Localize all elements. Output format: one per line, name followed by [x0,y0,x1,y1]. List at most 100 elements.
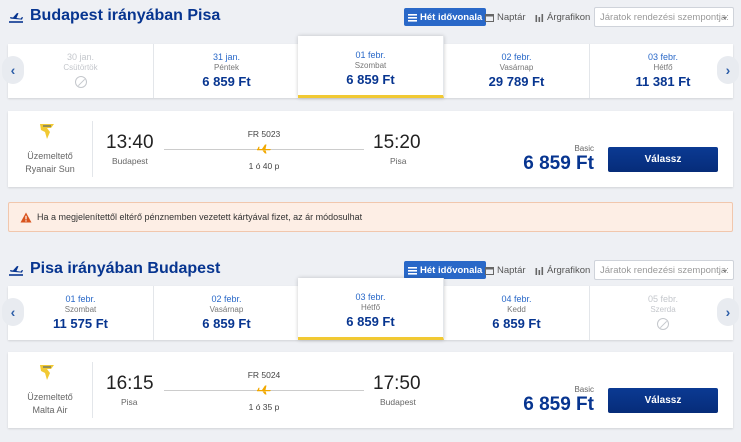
next-dates-button[interactable]: › [717,56,739,84]
warning-icon [20,212,32,223]
tab-label: Hét idővonala [420,11,483,23]
fare-type: Basic [574,144,594,153]
list-icon [408,266,417,275]
outbound-date-strip: ‹ 30 jan. Csütörtök 31 jan. Péntek 6 859… [2,36,739,98]
next-dates-button[interactable]: › [717,298,739,326]
date-cell[interactable]: 03 febr. Hétfő 11 381 Ft [590,44,736,98]
prev-dates-button[interactable]: ‹ [2,298,24,326]
fare-type: Basic [574,385,594,394]
departure-time: 16:15 [106,373,154,394]
sort-select[interactable]: Járatok rendezési szempontja: ⌄ [594,7,734,27]
departure-time: 13:40 [106,132,154,153]
date-cell[interactable]: 02 febr. Vasárnap 29 789 Ft [444,44,590,98]
malta-air-logo-icon [40,365,54,380]
plane-depart-icon [9,13,23,23]
date-price: 6 859 Ft [202,316,251,331]
date-label: 02 febr. [501,52,532,62]
section-title: Budapest irányában Pisa [30,7,221,24]
chevron-right-icon: › [725,62,731,78]
date-label: 01 febr. [65,294,96,304]
date-label: 01 febr. [355,50,386,60]
flight-number: FR 5023 [247,129,281,139]
select-flight-button[interactable]: Válassz [608,388,718,413]
no-flight-icon [74,76,87,88]
outbound-flight-card[interactable]: Üzemeltető Ryanair Sun 13:40 Budapest FR… [8,111,733,187]
tab-week-timeline[interactable]: Hét idővonala [404,8,487,26]
operator-label: Üzemeltető [27,151,73,161]
select-flight-button[interactable]: Válassz [608,147,718,172]
date-cell-selected[interactable]: 03 febr. Hétfő 6 859 Ft [298,278,444,340]
operator-label: Üzemeltető [27,392,73,402]
chevron-down-icon: ⌄ [720,264,729,275]
sort-placeholder: Járatok rendezési szempontja: [600,12,729,23]
date-price: 6 859 Ft [202,74,251,89]
bar-chart-icon [535,13,544,22]
tab-price-chart[interactable]: Árgrafikon [531,8,594,26]
date-cell[interactable]: 31 jan. Péntek 6 859 Ft [154,44,300,98]
tab-calendar[interactable]: Naptár [481,261,530,279]
weekday-label: Péntek [214,63,239,72]
date-cell[interactable]: 01 febr. Szombat 11 575 Ft [8,286,154,340]
arrival-city: Pisa [390,156,407,166]
bar-chart-icon [535,266,544,275]
date-price: 11 575 Ft [53,316,108,331]
divider [92,362,93,418]
flight-duration: 1 ó 40 p [248,161,280,171]
prev-dates-button[interactable]: ‹ [2,56,24,84]
chevron-left-icon: ‹ [10,62,16,78]
chevron-down-icon: ⌄ [720,11,729,22]
calendar-icon [485,13,494,22]
outbound-header: Budapest irányában Pisa Hét idővonala Na… [0,4,741,30]
currency-warning: Ha a megjelenítettől eltérő pénznemben v… [8,202,733,232]
return-flight-card[interactable]: Üzemeltető Malta Air 16:15 Pisa FR 5024 … [8,352,733,428]
arrival-time: 15:20 [373,132,421,153]
date-price: 6 859 Ft [346,314,395,329]
tab-week-timeline[interactable]: Hét idővonala [404,261,487,279]
tab-label: Árgrafikon [547,11,591,23]
date-price: 6 859 Ft [492,316,541,331]
date-label: 03 febr. [355,292,386,302]
plane-icon [257,144,271,154]
date-price: 11 381 Ft [635,74,691,89]
sort-select[interactable]: Járatok rendezési szempontja: ⌄ [594,260,734,280]
warning-text: Ha a megjelenítettől eltérő pénznemben v… [37,212,363,222]
weekday-label: Hétfő [653,63,673,72]
date-label: 02 febr. [211,294,242,304]
return-header: Pisa irányában Budapest Hét idővonala Na… [0,257,741,283]
departure-city: Budapest [112,156,148,166]
tab-price-chart[interactable]: Árgrafikon [531,261,594,279]
date-cell[interactable]: 02 febr. Vasárnap 6 859 Ft [154,286,300,340]
section-title: Pisa irányában Budapest [30,260,221,277]
sort-placeholder: Járatok rendezési szempontja: [600,265,729,276]
date-label: 05 febr. [647,294,679,304]
date-cell: 30 jan. Csütörtök [8,44,154,98]
plane-icon [257,385,271,395]
date-label: 04 febr. [501,294,532,304]
fare-price: 6 859 Ft [523,153,594,174]
tab-label: Naptár [497,264,526,276]
weekday-label: Csütörtök [63,63,98,72]
plane-depart-icon [9,266,23,276]
date-price: 29 789 Ft [488,74,545,89]
date-label: 31 jan. [212,52,241,62]
weekday-label: Hétfő [360,303,381,312]
operator-name: Malta Air [32,405,68,415]
date-cell-selected[interactable]: 01 febr. Szombat 6 859 Ft [298,36,444,98]
no-flight-icon [657,318,669,330]
weekday-label: Vasárnap [209,305,244,314]
date-cell[interactable]: 04 febr. Kedd 6 859 Ft [444,286,590,340]
weekday-label: Kedd [507,305,526,314]
weekday-label: Vasárnap [499,63,534,72]
date-price: 6 859 Ft [346,72,395,87]
flight-number: FR 5024 [247,370,281,380]
tab-label: Hét idővonala [420,264,483,276]
chevron-right-icon: › [725,304,731,320]
date-cell: 05 febr. Szerda [590,286,736,340]
ryanair-logo-icon [40,124,54,139]
fare-price: 6 859 Ft [523,394,594,415]
tab-calendar[interactable]: Naptár [481,8,530,26]
flight-duration: 1 ó 35 p [248,402,280,412]
tab-label: Árgrafikon [547,264,591,276]
weekday-label: Szombat [64,305,97,314]
list-icon [408,13,417,22]
